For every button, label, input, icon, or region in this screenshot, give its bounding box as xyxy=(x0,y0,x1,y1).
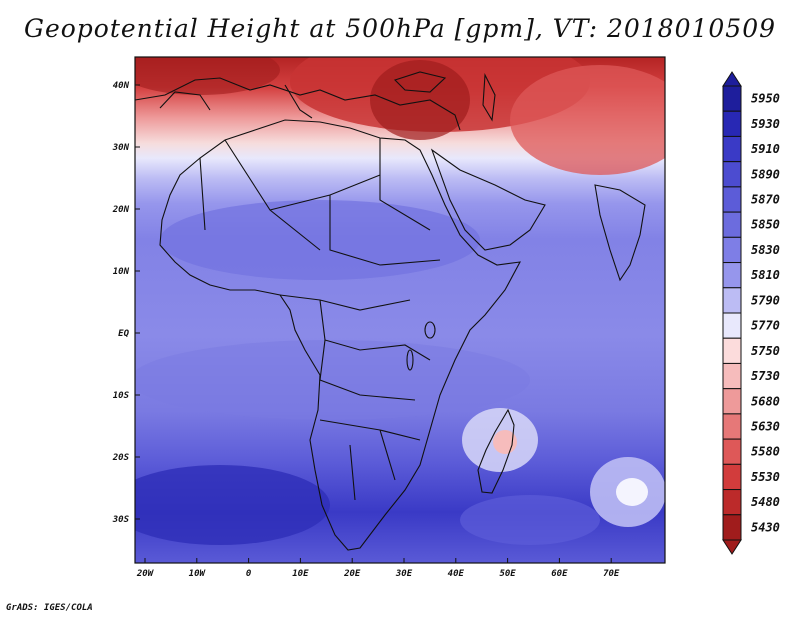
colorbar-label: 5750 xyxy=(751,344,780,358)
colorbar-swatch xyxy=(722,110,742,137)
lon-tick-label: 20E xyxy=(343,569,361,579)
colorbar-swatch xyxy=(722,388,742,415)
latitude-axis: 40N 30N 20N 10N EQ 10S 20S 30S xyxy=(112,81,140,525)
colorbar-label: 5810 xyxy=(751,268,780,282)
caspian xyxy=(482,72,496,122)
lat-tick-label: 20S xyxy=(112,453,130,463)
colorbar-label: 5430 xyxy=(751,520,780,534)
colorbar-swatch xyxy=(722,186,742,213)
lon-tick-label: 70E xyxy=(603,569,620,579)
colorbar-label: 5530 xyxy=(751,470,780,484)
longitude-axis: 20W 10W 0 10E 20E 30E 40E 50E 60E 70E xyxy=(136,558,620,579)
height-field xyxy=(135,57,665,563)
colorbar-label: 5870 xyxy=(751,193,780,207)
colorbar-swatch xyxy=(722,262,742,289)
black-sea xyxy=(393,71,447,93)
colorbar-label: 5950 xyxy=(751,92,780,106)
colorbar-swatch xyxy=(722,135,742,163)
colorbar-top-arrow xyxy=(722,71,742,87)
colorbar-swatch xyxy=(722,489,742,516)
colorbar-label: 5890 xyxy=(751,167,780,181)
europe-coast xyxy=(135,77,461,131)
lat-tick-label: EQ xyxy=(118,329,129,339)
colorbar-label: 5850 xyxy=(751,218,780,232)
africa-coast xyxy=(159,119,521,551)
map-title: Geopotential Height at 500hPa [gpm], VT:… xyxy=(23,14,777,43)
lon-tick-label: 30E xyxy=(395,569,413,579)
lon-tick-label: 60E xyxy=(551,569,568,579)
lon-tick-label: 50E xyxy=(499,569,516,579)
lat-tick-label: 30S xyxy=(112,515,130,525)
colorbar-swatch xyxy=(722,161,742,188)
colorbar-swatch xyxy=(722,211,742,238)
colorbar-bottom-arrow xyxy=(722,539,742,555)
iberia-coast xyxy=(159,91,211,111)
colorbar-label: 5630 xyxy=(751,420,780,434)
colorbar-swatch xyxy=(722,514,742,541)
colorbar: 5950 5930 5910 5890 5870 5850 5830 5810 5790 5770… xyxy=(722,71,780,555)
india-coast xyxy=(594,184,646,282)
italy-coast xyxy=(284,84,313,119)
lat-tick-label: 40N xyxy=(113,81,130,91)
colorbar-label: 5480 xyxy=(751,495,780,509)
lon-tick-label: 20W xyxy=(136,569,155,579)
colorbar-label: 5910 xyxy=(751,142,780,156)
colorbar-label: 5770 xyxy=(751,319,780,333)
colorbar-label: 5680 xyxy=(751,394,780,408)
coastlines xyxy=(135,71,646,551)
colorbar-swatch xyxy=(722,85,742,112)
colorbar-label: 5790 xyxy=(751,293,780,307)
credit-text: GrADS: IGES/COLA xyxy=(6,603,93,613)
lon-tick-label: 10W xyxy=(189,569,207,579)
colorbar-label: 5580 xyxy=(751,445,780,459)
madagascar-coast xyxy=(477,408,515,494)
arabia-coast xyxy=(430,148,546,251)
colorbar-label: 5930 xyxy=(751,117,780,131)
lat-tick-label: 10S xyxy=(113,391,130,401)
colorbar-swatch xyxy=(722,463,742,491)
lat-tick-label: 20N xyxy=(112,205,130,215)
colorbar-swatch xyxy=(722,236,742,264)
lon-tick-label: 10E xyxy=(292,569,309,579)
colorbar-swatch xyxy=(722,362,742,390)
colorbar-swatch xyxy=(722,312,742,339)
lon-tick-label: 40E xyxy=(448,569,465,579)
colorbar-label: 5730 xyxy=(751,369,780,383)
colorbar-swatch xyxy=(722,438,742,465)
lon-tick-label: 0 xyxy=(246,569,252,579)
plot-frame xyxy=(134,56,666,564)
lat-tick-label: 10N xyxy=(113,267,130,277)
lat-tick-label: 30N xyxy=(112,143,130,153)
colorbar-swatch xyxy=(722,287,742,314)
colorbar-swatch xyxy=(722,413,742,440)
colorbar-label: 5830 xyxy=(751,243,780,257)
colorbar-swatch xyxy=(722,337,742,364)
